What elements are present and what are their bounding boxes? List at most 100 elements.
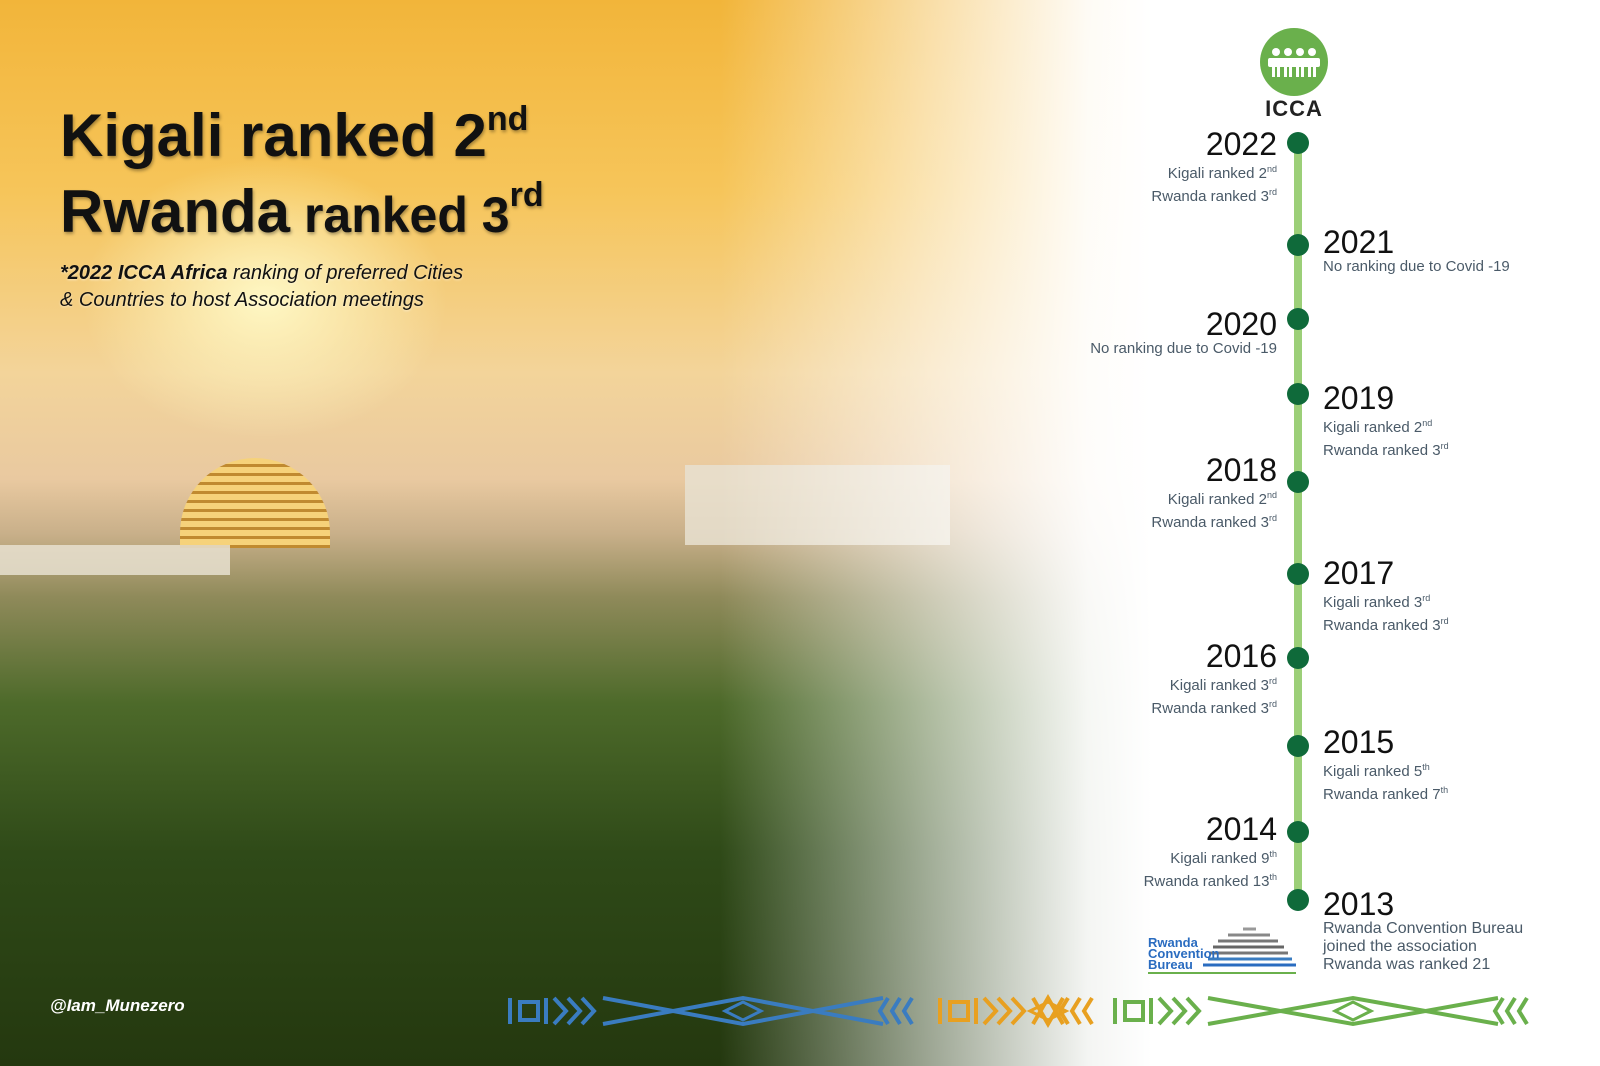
timeline-detail: Rwanda Convention Bureau: [1323, 920, 1523, 938]
timeline-entry-2021: 2021 No ranking due to Covid -19: [1323, 226, 1510, 276]
timeline-year: 2021: [1323, 224, 1395, 260]
superscript: rd: [1440, 441, 1449, 451]
detail-text: joined the association: [1323, 938, 1477, 955]
superscript: rd: [1268, 513, 1277, 523]
timeline-detail: Kigali ranked 3rd: [1323, 589, 1449, 612]
timeline-dot: [1287, 647, 1309, 669]
headline-text: ranked 3: [290, 187, 510, 243]
timeline-detail: Rwanda ranked 3rd: [1323, 612, 1449, 635]
subtitle-bold: *2022 ICCA Africa: [60, 262, 228, 284]
timeline-detail: Kigali ranked 5th: [1323, 758, 1448, 781]
superscript: rd: [1268, 187, 1277, 197]
detail-text: Kigali ranked 2: [1167, 165, 1267, 182]
superscript: rd: [1440, 616, 1449, 626]
timeline-detail: Rwanda ranked 3rd: [1151, 183, 1277, 206]
timeline-detail: Rwanda ranked 3rd: [1151, 509, 1277, 532]
timeline-year: 2020: [1205, 306, 1277, 342]
timeline-detail: Kigali ranked 2nd: [1151, 160, 1277, 183]
timeline-year: 2018: [1205, 452, 1277, 488]
timeline-dot: [1287, 889, 1309, 911]
detail-text: Rwanda Convention Bureau: [1323, 920, 1524, 937]
timeline-detail: Rwanda ranked 3rd: [1151, 695, 1277, 718]
timeline-year: 2017: [1323, 555, 1395, 591]
timeline-entry-2017: 2017 Kigali ranked 3rd Rwanda ranked 3rd: [1323, 557, 1449, 635]
timeline-entry-2013: 2013 Rwanda Convention Bureau joined the a…: [1323, 888, 1523, 974]
detail-text: Kigali ranked 3: [1169, 677, 1269, 694]
headline-rwanda: Rwanda ranked 3rd: [60, 176, 544, 246]
timeline-dot: [1287, 383, 1309, 405]
superscript: rd: [1268, 699, 1277, 709]
timeline-detail: Kigali ranked 3rd: [1151, 672, 1277, 695]
timeline-year: 2019: [1323, 380, 1395, 416]
superscript: nd: [486, 100, 529, 138]
detail-text: Rwanda ranked 3: [1151, 700, 1269, 717]
detail-text: Rwanda was ranked 21: [1323, 956, 1491, 973]
timeline-detail: Rwanda ranked 13th: [1144, 868, 1277, 891]
headline-kigali: Kigali ranked 2nd: [60, 100, 528, 170]
timeline-detail: No ranking due to Covid -19: [1323, 258, 1510, 276]
timeline-entry-2019: 2019 Kigali ranked 2nd Rwanda ranked 3rd: [1323, 382, 1449, 460]
pattern-segment: [938, 994, 1094, 1028]
detail-text: Kigali ranked 9: [1170, 850, 1270, 867]
superscript: nd: [1422, 418, 1433, 428]
superscript: rd: [509, 176, 544, 214]
icca-logo-text: ICCA: [1265, 96, 1323, 121]
timeline-dot: [1287, 821, 1309, 843]
timeline-entry-2016: 2016 Kigali ranked 3rd Rwanda ranked 3rd: [1151, 640, 1277, 718]
decorative-pattern-strip: [508, 994, 1529, 1028]
rcb-text: Rwanda: [1148, 935, 1198, 950]
detail-text: Kigali ranked 2: [1323, 419, 1423, 436]
pattern-segment: [508, 995, 914, 1027]
pattern-segment: [1113, 995, 1529, 1027]
detail-text: Kigali ranked 3: [1323, 594, 1423, 611]
timeline-detail: Kigali ranked 2nd: [1151, 486, 1277, 509]
detail-text: Rwanda ranked 3: [1323, 617, 1441, 634]
timeline-detail: Rwanda ranked 3rd: [1323, 437, 1449, 460]
timeline-line: [1294, 143, 1302, 900]
timeline-year: 2015: [1323, 724, 1395, 760]
photographer-handle: @Iam_Munezero: [50, 996, 185, 1015]
superscript: rd: [1422, 593, 1431, 603]
timeline-year: 2013: [1323, 886, 1395, 922]
subtitle-text: ranking of preferred Cities: [227, 262, 464, 284]
superscript: rd: [1268, 676, 1277, 686]
superscript: th: [1440, 785, 1449, 795]
detail-text: No ranking due to Covid -19: [1090, 340, 1277, 357]
timeline-year: 2016: [1205, 638, 1277, 674]
timeline-dot: [1287, 132, 1309, 154]
superscript: th: [1422, 762, 1430, 772]
timeline-entry-2018: 2018 Kigali ranked 2nd Rwanda ranked 3rd: [1151, 454, 1277, 532]
subtitle: *2022 ICCA Africa ranking of preferred C…: [60, 260, 463, 314]
timeline-year: 2014: [1205, 811, 1277, 847]
detail-text: Kigali ranked 5: [1323, 763, 1423, 780]
timeline-dot: [1287, 735, 1309, 757]
headline-text: Rwanda: [60, 178, 291, 245]
timeline-entry-2022: 2022 Kigali ranked 2nd Rwanda ranked 3rd: [1151, 128, 1277, 206]
timeline-entry-2020: 2020 No ranking due to Covid -19: [1090, 308, 1277, 358]
detail-text: Rwanda ranked 3: [1151, 188, 1269, 205]
superscript: nd: [1266, 490, 1277, 500]
rcb-text: Convention: [1148, 946, 1220, 961]
timeline-entry-2015: 2015 Kigali ranked 5th Rwanda ranked 7th: [1323, 726, 1448, 804]
detail-text: No ranking due to Covid -19: [1323, 258, 1510, 275]
timeline-detail: Kigali ranked 9th: [1144, 845, 1277, 868]
subtitle-text: & Countries to host Association meetings: [60, 289, 424, 311]
timeline-detail: Rwanda was ranked 21: [1323, 956, 1523, 974]
timeline-detail: joined the association: [1323, 938, 1523, 956]
superscript: th: [1269, 872, 1277, 882]
detail-text: Kigali ranked 2: [1167, 491, 1267, 508]
timeline-entry-2014: 2014 Kigali ranked 9th Rwanda ranked 13th: [1144, 813, 1277, 891]
timeline-detail: No ranking due to Covid -19: [1090, 340, 1277, 358]
timeline-detail: Rwanda ranked 7th: [1323, 781, 1448, 804]
timeline-year: 2022: [1205, 126, 1277, 162]
detail-text: Rwanda ranked 3: [1151, 514, 1269, 531]
detail-text: Rwanda ranked 13: [1143, 873, 1270, 890]
superscript: th: [1269, 849, 1277, 859]
superscript: nd: [1266, 164, 1277, 174]
people-icon: [1260, 28, 1328, 96]
rcb-text: Bureau: [1148, 957, 1193, 972]
timeline-detail: Kigali ranked 2nd: [1323, 414, 1449, 437]
detail-text: Rwanda ranked 7: [1323, 786, 1441, 803]
icca-logo: ICCA: [1256, 28, 1332, 122]
